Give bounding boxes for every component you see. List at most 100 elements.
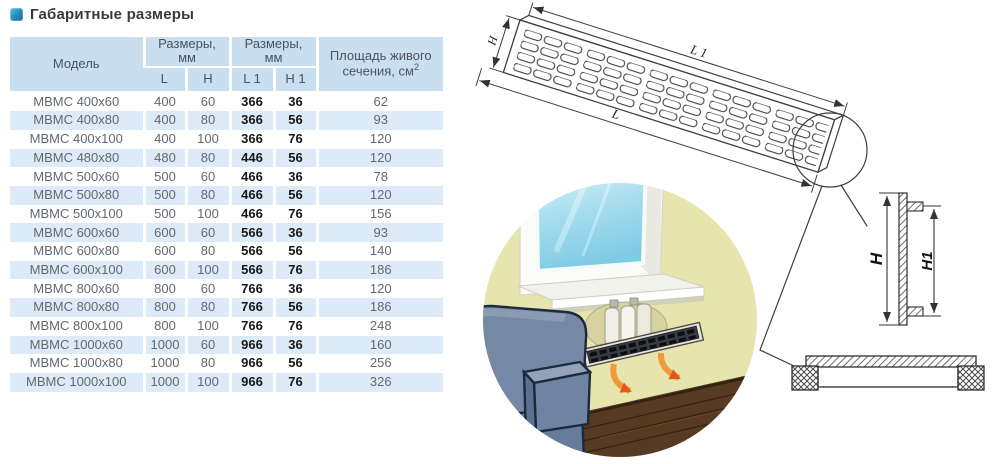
cell-L1: 566	[228, 223, 274, 243]
cell-H: 60	[184, 91, 230, 112]
cell-H1: 76	[272, 204, 317, 224]
page-title: Габаритные размеры	[30, 6, 195, 23]
cell-L1: 446	[228, 148, 274, 168]
cell-H1: 76	[272, 316, 317, 336]
cell-L: 800	[142, 298, 186, 317]
cell-H: 100	[184, 316, 230, 336]
col-head-L1: L 1	[228, 66, 274, 93]
cell-model: МВМС 600x80	[33, 243, 120, 259]
cell-L1: 566	[228, 242, 274, 261]
cell-H: 80	[184, 186, 230, 205]
cell-L1: 566	[228, 260, 274, 280]
table-row: МВМС 480x80 480 80 446 56 120	[10, 148, 443, 168]
table-row: МВМС 600x60 600 60 566 36 93	[10, 223, 443, 243]
cell-L1: 966	[228, 335, 274, 355]
cell-area: 156	[315, 204, 443, 224]
cell-model: МВМС 1000x60	[10, 335, 144, 355]
table-row: МВМС 400x80 400 80 366 56 93	[10, 111, 443, 130]
cell-L1: 966	[228, 372, 274, 392]
cell-H1: 76	[272, 129, 317, 149]
cell-L: 400	[142, 91, 186, 112]
cell-area: 256	[315, 354, 443, 373]
cell-L1: 466	[228, 167, 274, 187]
table-row: МВМС 600x100 600 100 566 76 186	[10, 260, 443, 280]
cell-model: МВМС 600x60	[10, 223, 144, 243]
detail-circle	[792, 112, 868, 188]
room-illustration	[483, 183, 757, 457]
col-head-dims-1: Размеры, мм	[142, 36, 230, 68]
cell-H1: 76	[272, 372, 317, 392]
cell-L1: 466	[228, 204, 274, 224]
cell-H: 100	[184, 260, 230, 280]
cell-L: 600	[142, 242, 186, 261]
cell-area: 160	[315, 335, 443, 355]
cell-model: МВМС 500x80	[10, 186, 144, 205]
cell-L: 600	[142, 223, 186, 243]
cell-H: 60	[184, 167, 230, 187]
leader-to-profile	[840, 184, 868, 227]
cell-model: МВМС 800x100	[29, 318, 123, 334]
cell-H1: 56	[272, 242, 317, 261]
cell-model: МВМС 600x100	[10, 260, 144, 280]
cell-H1: 36	[272, 167, 317, 187]
cell-L1: 766	[228, 316, 274, 336]
cell-area: 120	[315, 279, 443, 299]
cell-model: МВМС 500x100	[29, 205, 123, 221]
table-row: МВМС 500x100 500 100 466 76 156	[10, 204, 443, 224]
cell-L: 500	[142, 186, 186, 205]
leader-to-section	[759, 185, 823, 367]
cell-area: 186	[315, 298, 443, 317]
table-body: МВМС 400x60 400 60 366 36 62 МВМС 400x80…	[10, 91, 443, 392]
table-row: МВМС 500x80 500 80 466 56 120	[10, 186, 443, 205]
profile-dim-H1-label: H1	[919, 251, 936, 270]
skirting-shadow	[585, 370, 757, 415]
cell-H1: 56	[272, 186, 317, 205]
blue-square-bullet-icon	[10, 8, 23, 21]
cell-H: 80	[184, 242, 230, 261]
cell-H: 80	[184, 111, 230, 130]
cell-L: 800	[142, 279, 186, 299]
cell-L1: 466	[228, 186, 274, 205]
cell-area: 326	[315, 372, 443, 392]
cell-model: МВМС 800x60	[33, 280, 120, 296]
cell-L1: 366	[228, 91, 274, 112]
cell-L1: 366	[228, 111, 274, 130]
cell-L1: 366	[228, 129, 274, 149]
window	[519, 183, 665, 296]
cell-H: 60	[184, 223, 230, 243]
cell-area: 93	[315, 111, 443, 130]
iso-grille-drawing: H L 1 L	[475, 2, 868, 367]
cell-model: МВМС 1000x100	[10, 372, 144, 392]
table-row: МВМС 400x60 400 60 366 36 62	[10, 91, 443, 112]
dimensions-table: Модель Размеры, мм Размеры, мм Площадь ж…	[10, 36, 443, 392]
cell-H1: 76	[272, 260, 317, 280]
col-head-model: Модель	[10, 37, 144, 93]
cell-L: 500	[142, 167, 186, 187]
cell-model: МВМС 1000x80	[29, 355, 123, 371]
gasket-right	[957, 365, 985, 391]
cell-area: 186	[315, 260, 443, 280]
cell-H1: 36	[272, 91, 317, 112]
cell-H1: 36	[272, 279, 317, 299]
airflow-arrow-right	[657, 352, 681, 381]
cell-L1: 966	[228, 354, 274, 373]
cell-H1: 56	[272, 148, 317, 168]
sofa	[483, 304, 593, 457]
cell-model: МВМС 800x80	[10, 298, 144, 317]
cell-H: 80	[184, 298, 230, 317]
cell-area: 120	[315, 129, 443, 149]
cell-H: 80	[184, 354, 230, 373]
cell-H: 60	[184, 279, 230, 299]
cell-area: 78	[315, 167, 443, 187]
drawings-panel: H L 1 L	[475, 2, 985, 457]
cell-H: 100	[184, 372, 230, 392]
cell-area: 140	[315, 242, 443, 261]
cell-L: 1000	[142, 335, 186, 355]
airflow-arrows	[610, 352, 681, 394]
vent-grille	[581, 321, 705, 368]
table-row: МВМС 1000x100 1000 100 966 76 326	[10, 372, 443, 392]
col-head-area: Площадь живого сечения, см2	[315, 37, 443, 93]
col-head-H1: H 1	[272, 66, 317, 93]
cell-model: МВМС 400x60	[33, 93, 120, 109]
